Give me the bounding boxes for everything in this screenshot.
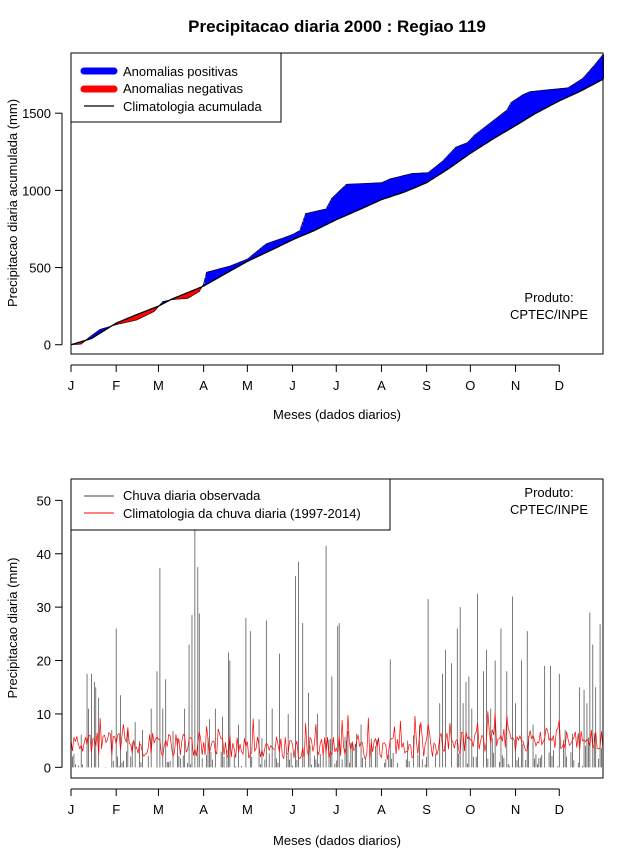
cumulative-x-tick-label: N <box>511 378 520 393</box>
legend-climatology-label: Climatologia acumulada <box>123 99 263 114</box>
legend-positive-label: Anomalias positivas <box>123 64 238 79</box>
climatology-cumulative-line <box>70 78 604 346</box>
daily-x-tick-label: M <box>242 802 253 817</box>
daily-y-tick-label: 30 <box>37 600 51 615</box>
cumulative-x-tick-label: J <box>289 378 296 393</box>
daily-x-tick-label: A <box>199 802 208 817</box>
cumulative-x-tick-label: A <box>199 378 208 393</box>
cumulative-x-tick-label: F <box>112 378 120 393</box>
daily-x-tick-label: N <box>511 802 520 817</box>
daily-x-tick-label: O <box>465 802 475 817</box>
negative-anomaly-area <box>71 287 202 345</box>
daily-y-axis-label: Precipitacao diaria (mm) <box>5 558 20 699</box>
legend-negative-label: Anomalias negativas <box>123 81 243 96</box>
daily-chart: J F M A M J J A S O N D 0 10 20 30 40 50 Meses (dados di… <box>5 478 604 848</box>
cumulative-x-tick-label: J <box>68 378 75 393</box>
cumulative-chart: J F M A M J J A S O N D 0 500 1000 1500 Meses (dados d… <box>5 52 605 422</box>
daily-x-tick-label: J <box>289 802 296 817</box>
observed-daily-rain-line <box>70 522 604 768</box>
climatology-daily-rain-line <box>70 711 604 761</box>
cumulative-x-tick-label: S <box>422 378 431 393</box>
daily-plot-area <box>70 522 604 768</box>
daily-legend: Chuva diaria observada Climatologia da c… <box>70 478 391 531</box>
cumulative-x-tick-label: O <box>465 378 475 393</box>
daily-y-tick-label: 0 <box>44 760 51 775</box>
daily-y-axis: 0 10 20 30 40 50 <box>37 493 63 775</box>
daily-y-tick-label: 10 <box>37 707 51 722</box>
cumulative-y-tick-label: 500 <box>29 261 51 276</box>
cumulative-plot-frame <box>70 52 604 355</box>
daily-x-tick-label: M <box>153 802 164 817</box>
daily-x-tick-label: D <box>555 802 564 817</box>
cumulative-x-tick-label: M <box>153 378 164 393</box>
figure-title: Precipitacao diaria 2000 : Regiao 119 <box>188 17 486 36</box>
daily-credit-produto: Produto: <box>524 485 573 500</box>
daily-x-tick-label: J <box>68 802 75 817</box>
daily-x-tick-label: J <box>333 802 340 817</box>
cumulative-legend: Anomalias positivas Anomalias negativas … <box>70 52 282 123</box>
legend-climatology-daily-label: Climatologia da chuva diaria (1997-2014) <box>123 506 361 521</box>
daily-y-tick-label: 50 <box>37 493 51 508</box>
daily-x-tick-label: A <box>377 802 386 817</box>
cumulative-credit-produto: Produto: <box>524 290 573 305</box>
cumulative-y-axis: 0 500 1000 1500 <box>22 106 63 353</box>
daily-x-tick-label: S <box>422 802 431 817</box>
cumulative-y-tick-label: 1500 <box>22 106 51 121</box>
cumulative-y-tick-label: 1000 <box>22 183 51 198</box>
cumulative-x-tick-label: D <box>555 378 564 393</box>
daily-credit-cptec: CPTEC/INPE <box>510 502 588 517</box>
cumulative-x-tick-label: J <box>333 378 340 393</box>
legend-observed-label: Chuva diaria observada <box>123 488 261 503</box>
positive-anomaly-area <box>86 54 605 340</box>
daily-legend-box <box>70 478 391 531</box>
cumulative-plot-area <box>70 54 605 346</box>
cumulative-x-tick-label: M <box>242 378 253 393</box>
cumulative-y-axis-label: Precipitacao diaria acumulada (mm) <box>5 99 20 307</box>
cumulative-x-tick-label: A <box>377 378 386 393</box>
cumulative-x-axis-label: Meses (dados diarios) <box>273 407 401 422</box>
daily-y-tick-label: 20 <box>37 654 51 669</box>
daily-x-axis-label: Meses (dados diarios) <box>273 833 401 848</box>
daily-y-tick-label: 40 <box>37 547 51 562</box>
daily-x-tick-label: F <box>112 802 120 817</box>
cumulative-credit-cptec: CPTEC/INPE <box>510 307 588 322</box>
cumulative-y-tick-label: 0 <box>44 338 51 353</box>
